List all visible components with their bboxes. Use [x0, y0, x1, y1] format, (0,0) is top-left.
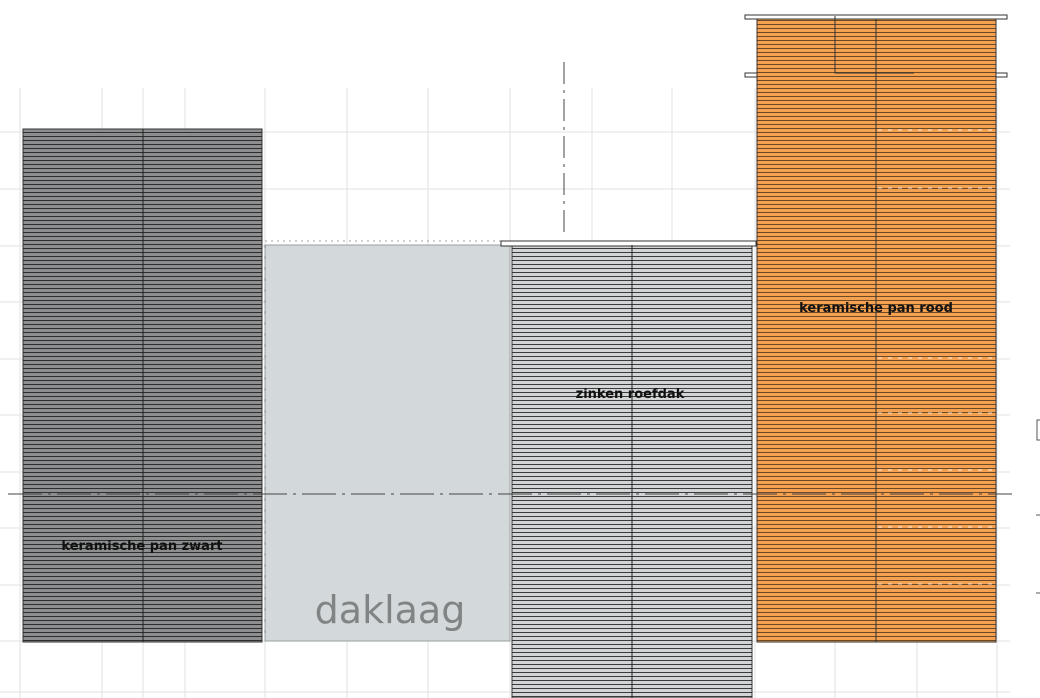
panel-keramische-pan-rood: keramische pan rood [744, 14, 1008, 643]
panel-daklaag: daklaag [264, 240, 511, 642]
panel-label-rood: keramische pan rood [799, 301, 953, 316]
panel-label-zwart: keramische pan zwart [61, 539, 222, 554]
panel-keramische-pan-zwart: keramische pan zwart [22, 128, 263, 643]
caption-daklaag: daklaag [315, 588, 466, 632]
panel-zinken-roefdak: zinken roefdak [500, 240, 757, 698]
panel-label-zinken: zinken roefdak [576, 387, 685, 402]
margin-marks [1036, 419, 1040, 594]
center-lines [8, 62, 1012, 495]
